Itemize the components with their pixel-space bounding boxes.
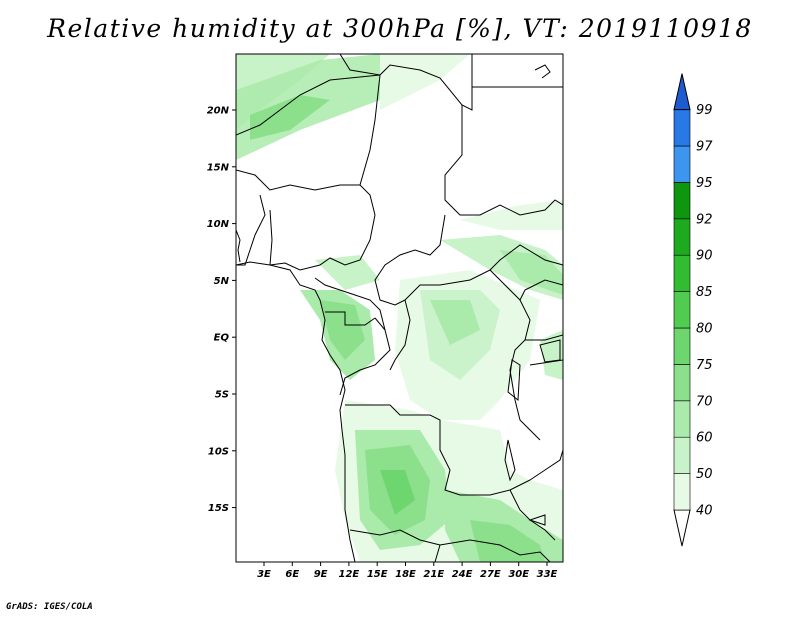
colorbar-swatch <box>673 473 691 511</box>
colorbar-label: 70 <box>696 394 713 409</box>
lon-tick-label: 12E <box>339 569 360 580</box>
humidity-field <box>236 54 563 562</box>
latitude-axis: 20N 15N 10N 5N EQ 5S 10S 15S <box>207 106 236 514</box>
country-borders <box>236 54 563 562</box>
lat-tick-label: 5N <box>214 276 230 287</box>
lon-tick-label: 6E <box>285 569 299 580</box>
lat-tick-label: 20N <box>207 106 230 117</box>
colorbar-min-arrow <box>673 509 691 547</box>
colorbar-labels: 40 50 60 70 75 80 85 90 92 95 97 99 <box>696 103 713 518</box>
lon-tick-label: 27E <box>480 569 501 580</box>
colorbar-swatch <box>673 364 691 402</box>
colorbar-label: 85 <box>696 285 713 300</box>
lat-tick-label: EQ <box>214 333 230 344</box>
lat-tick-label: 15S <box>208 503 229 514</box>
colorbar-label: 99 <box>696 103 713 118</box>
colorbar-swatch <box>673 109 691 147</box>
colorbar-label: 95 <box>696 176 713 191</box>
colorbar-label: 75 <box>696 358 713 373</box>
lon-tick-label: 33E <box>537 569 558 580</box>
colorbar-label: 97 <box>696 140 713 155</box>
colorbar-label: 80 <box>696 322 713 337</box>
colorbar-swatch <box>673 182 691 220</box>
grads-credit: GrADS: IGES/COLA <box>6 602 93 612</box>
colorbar-swatch <box>673 254 691 292</box>
lon-tick-label: 30E <box>508 569 529 580</box>
colorbar-swatch <box>673 218 691 256</box>
colorbar-max-arrow <box>673 73 691 111</box>
colorbar-label: 60 <box>696 431 713 446</box>
colorbar-label: 50 <box>696 467 713 482</box>
colorbar <box>673 73 691 547</box>
colorbar-label: 92 <box>696 212 713 227</box>
colorbar-swatch <box>673 400 691 438</box>
lon-tick-label: 9E <box>314 569 328 580</box>
lat-tick-label: 15N <box>207 162 230 173</box>
colorbar-swatch <box>673 291 691 329</box>
map-title: Relative humidity at 300hPa [%], VT: 201… <box>47 14 753 43</box>
lat-tick-label: 10S <box>208 446 229 457</box>
map-frame <box>235 53 564 563</box>
longitude-axis: 3E 6E 9E 12E 15E 18E 21E 24E 27E 30E 33E <box>257 562 558 580</box>
lon-tick-label: 15E <box>367 569 388 580</box>
lon-tick-label: 21E <box>423 569 444 580</box>
lat-tick-label: 5S <box>215 390 229 401</box>
colorbar-swatch <box>673 145 691 183</box>
lon-tick-label: 18E <box>395 569 416 580</box>
colorbar-swatch <box>673 327 691 365</box>
colorbar-swatch <box>673 436 691 474</box>
lat-tick-label: 10N <box>207 219 230 230</box>
lon-tick-label: 3E <box>257 569 271 580</box>
colorbar-label: 90 <box>696 249 713 264</box>
lon-tick-label: 24E <box>452 569 473 580</box>
colorbar-label: 40 <box>696 504 713 519</box>
